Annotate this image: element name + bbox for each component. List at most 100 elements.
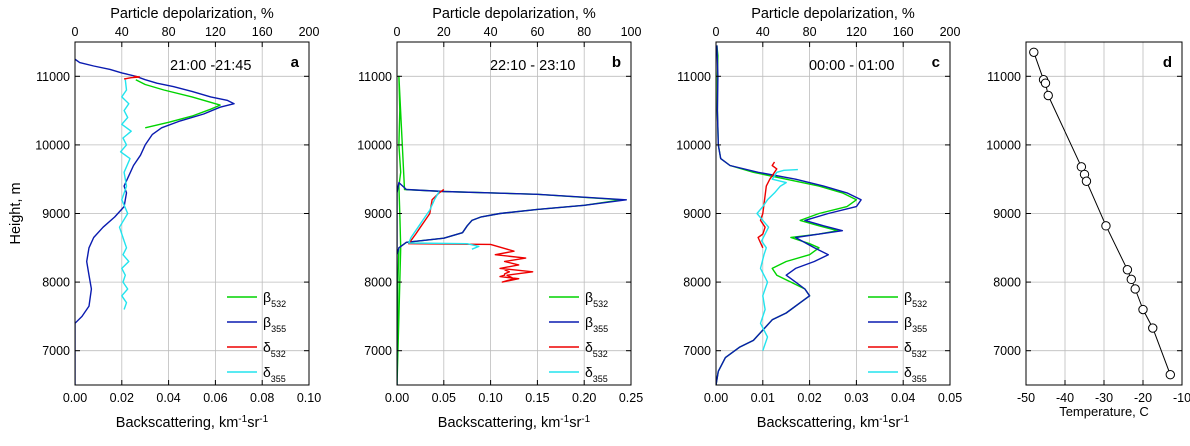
y-tick-label: 9000 [993, 207, 1021, 221]
series-line-δ532 [408, 188, 534, 283]
y-tick-label: 10000 [986, 138, 1021, 152]
x-tick-label: 0.08 [250, 391, 274, 405]
x-tick-label: 0.00 [385, 391, 409, 405]
data-point [1148, 323, 1158, 333]
series-line-β532 [135, 79, 221, 129]
top-x-tick-label: 80 [803, 25, 817, 39]
series-line-β532 [716, 45, 858, 385]
y-tick-label: 7000 [42, 344, 70, 358]
panel-d: -50 -40 -30 -20 -10 7000 8000 9000 10000 11000 Tem… [986, 41, 1190, 419]
top-x-tick-label: 160 [252, 25, 273, 39]
series-line-δ355 [118, 79, 132, 310]
x-tick-label: 0.02 [110, 391, 134, 405]
data-point [1029, 47, 1039, 57]
y-tick-label: 11000 [358, 70, 392, 84]
series-line-δ532 [757, 161, 778, 249]
top-x-tick-label: 100 [621, 25, 642, 39]
x-tick-label: 0.05 [938, 391, 962, 405]
y-tick-label: 9000 [42, 207, 70, 221]
x-axis-label: Temperature, C [1059, 404, 1149, 419]
top-x-tick-label: 40 [484, 25, 498, 39]
panel-b: 0.00 0.05 0.10 0.15 0.20 0.25 0 20 40 60 80 100 Part… [357, 6, 643, 431]
legend-label-1: β355 [904, 314, 927, 334]
series-line-δ355 [756, 168, 798, 351]
y-tick-label: 8000 [683, 276, 711, 290]
x-tick-label: -30 [1095, 391, 1113, 405]
legend-label-3: δ355 [263, 364, 286, 384]
x-axis-label: Backscattering, km-1sr-1 [116, 414, 269, 431]
x-tick-label: 0.00 [704, 391, 728, 405]
panel-a: 0.00 0.02 0.04 0.06 0.08 0.10 0 40 80 120 160 200 Pa… [8, 6, 321, 431]
data-point [1122, 265, 1133, 275]
data-point [1138, 304, 1148, 315]
legend-label-2: δ532 [263, 339, 286, 359]
panel-letter: c [932, 54, 940, 71]
y-tick-label: 7000 [364, 344, 392, 358]
y-tick-label: 7000 [683, 344, 711, 358]
legend-label-2: δ532 [904, 339, 927, 359]
x-tick-label: 0.03 [844, 391, 868, 405]
y-tick-label: 9000 [364, 207, 392, 221]
x-tick-label: -50 [1017, 391, 1035, 405]
x-tick-label: 0.04 [156, 391, 180, 405]
top-axis-label: Particle depolarization, % [432, 6, 596, 22]
x-tick-label: 0.00 [63, 391, 87, 405]
top-x-tick-label: 80 [577, 25, 591, 39]
series-line-δ355 [408, 191, 480, 250]
top-x-tick-label: 0 [713, 25, 720, 39]
y-tick-label: 10000 [357, 138, 392, 152]
panel-letter: a [291, 54, 300, 71]
x-tick-label: -40 [1056, 391, 1074, 405]
top-x-tick-label: 40 [756, 25, 770, 39]
top-x-tick-label: 40 [115, 25, 129, 39]
top-axis-label: Particle depolarization, % [751, 6, 915, 22]
y-tick-label: 8000 [42, 276, 70, 290]
legend-label-1: β355 [263, 314, 286, 334]
x-tick-label: 0.06 [203, 391, 227, 405]
legend-label-2: δ532 [585, 339, 608, 359]
time-annotation: 21:00 -21:45 [170, 58, 251, 74]
y-tick-label: 8000 [993, 276, 1021, 290]
panel-c: 0.00 0.01 0.02 0.03 0.04 0.05 0 40 80 120 160 200 Pa… [676, 6, 962, 431]
top-x-tick-label: 120 [846, 25, 867, 39]
top-x-tick-label: 0 [394, 25, 401, 39]
legend-label-3: δ355 [585, 364, 608, 384]
series-line-β355 [716, 45, 862, 385]
legend-label-0: β532 [585, 289, 608, 309]
y-tick-label: 11000 [677, 70, 711, 84]
x-tick-label: 0.20 [572, 391, 596, 405]
time-annotation: 22:10 - 23:10 [490, 58, 575, 74]
y-tick-label: 7000 [993, 344, 1021, 358]
time-annotation: 00:00 - 01:00 [809, 58, 894, 74]
top-x-tick-label: 60 [530, 25, 544, 39]
x-tick-label: 0.01 [751, 391, 775, 405]
top-x-tick-label: 200 [299, 25, 320, 39]
series-line-δ532 [123, 75, 141, 80]
x-tick-label: 0.04 [891, 391, 915, 405]
x-tick-label: 0.15 [525, 391, 549, 405]
top-x-tick-label: 200 [940, 25, 961, 39]
x-axis-label: Backscattering, km-1sr-1 [757, 414, 910, 431]
y-tick-label: 9000 [683, 207, 711, 221]
top-x-tick-label: 20 [437, 25, 451, 39]
x-tick-label: 0.02 [797, 391, 821, 405]
series-line-β355 [397, 181, 627, 385]
data-point [1040, 78, 1051, 88]
y-tick-label: 11000 [987, 70, 1021, 84]
legend-label-0: β532 [263, 289, 286, 309]
data-point [1043, 90, 1053, 101]
x-tick-label: 0.10 [478, 391, 502, 405]
data-point [1101, 221, 1111, 231]
x-tick-label: -20 [1134, 391, 1152, 405]
y-tick-label: 10000 [676, 138, 711, 152]
legend-label-0: β532 [904, 289, 927, 309]
x-tick-label: 0.05 [432, 391, 456, 405]
y-tick-label: 10000 [35, 138, 70, 152]
legend-label-1: β355 [585, 314, 608, 334]
top-axis-label: Particle depolarization, % [110, 6, 274, 22]
data-point [1165, 370, 1176, 380]
top-x-tick-label: 160 [893, 25, 914, 39]
top-x-tick-label: 80 [162, 25, 176, 39]
x-tick-label: 0.25 [619, 391, 643, 405]
